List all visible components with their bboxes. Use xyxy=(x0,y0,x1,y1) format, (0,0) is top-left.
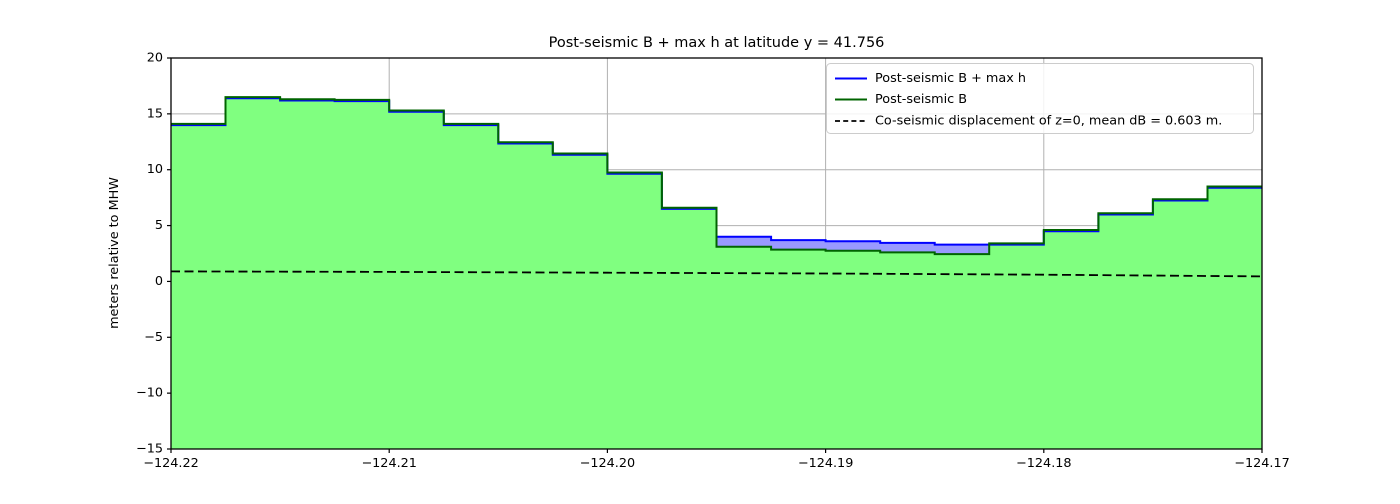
y-tick-label: 5 xyxy=(155,218,163,233)
series-layer xyxy=(170,96,1263,449)
legend-label-post-seismic-b-max-h: Post-seismic B + max h xyxy=(875,71,1026,86)
x-tick-label: −124.19 xyxy=(798,456,854,471)
x-tick-label: −124.18 xyxy=(1016,456,1072,471)
x-tick-label: −124.22 xyxy=(143,456,199,471)
y-tick-label: −15 xyxy=(136,442,163,457)
legend-label-post-seismic-b: Post-seismic B xyxy=(875,92,967,107)
co-seismic-displacement-line xyxy=(170,270,1263,278)
x-tick-label: −124.20 xyxy=(580,456,636,471)
legend-box xyxy=(826,63,1254,134)
y-tick-label: −10 xyxy=(136,386,163,401)
y-tick-label: 15 xyxy=(147,106,163,121)
x-tick-label: −124.21 xyxy=(361,456,417,471)
post-seismic-b-line xyxy=(171,96,1262,256)
legend-label-co-seismic-displacement: Co-seismic displacement of z=0, mean dB … xyxy=(875,114,1222,129)
chart-title: Post-seismic B + max h at latitude y = 4… xyxy=(549,35,885,51)
axes-frame xyxy=(170,57,1263,450)
y-tick-label: 20 xyxy=(147,51,163,66)
y-tick-label: 0 xyxy=(155,274,163,289)
legend: Post-seismic B + max h Post-seismic B Co… xyxy=(826,63,1254,134)
y-axis-label: meters relative to MHW xyxy=(107,177,122,329)
tick-marks xyxy=(167,57,1263,453)
y-tick-label: −5 xyxy=(144,330,163,345)
tick-labels: −124.22 −124.21 −124.20 −124.19 −124.18 −124.… xyxy=(136,51,1290,471)
x-tick-label: −124.17 xyxy=(1234,456,1290,471)
y-tick-label: 10 xyxy=(147,162,163,177)
